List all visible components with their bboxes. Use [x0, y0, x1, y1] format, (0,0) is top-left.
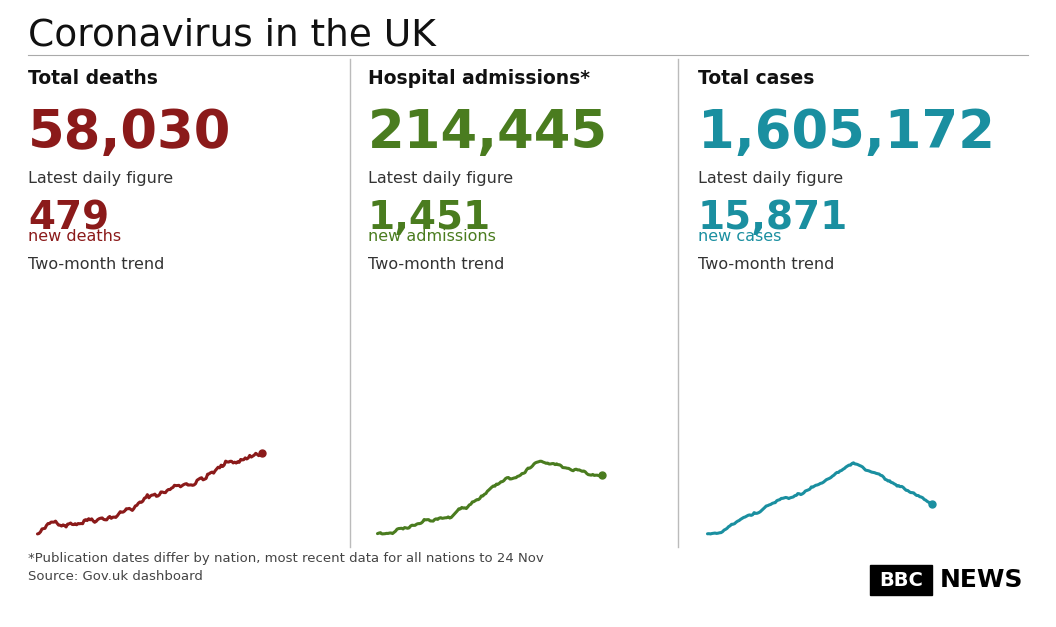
- Text: BBC: BBC: [879, 571, 923, 589]
- Text: Latest daily figure: Latest daily figure: [29, 171, 173, 186]
- Text: 58,030: 58,030: [29, 107, 231, 159]
- Text: Total deaths: Total deaths: [29, 69, 158, 88]
- Text: 1,605,172: 1,605,172: [698, 107, 995, 159]
- Text: new admissions: new admissions: [367, 229, 496, 244]
- Text: Latest daily figure: Latest daily figure: [367, 171, 513, 186]
- Text: Latest daily figure: Latest daily figure: [698, 171, 843, 186]
- Text: 479: 479: [29, 199, 109, 237]
- Text: 15,871: 15,871: [698, 199, 848, 237]
- Text: Two-month trend: Two-month trend: [698, 257, 834, 272]
- Text: 1,451: 1,451: [367, 199, 491, 237]
- Text: new cases: new cases: [698, 229, 781, 244]
- FancyBboxPatch shape: [870, 565, 932, 595]
- Text: Two-month trend: Two-month trend: [367, 257, 505, 272]
- Text: 214,445: 214,445: [367, 107, 608, 159]
- Text: Coronavirus in the UK: Coronavirus in the UK: [29, 17, 436, 53]
- Text: NEWS: NEWS: [940, 568, 1023, 592]
- Text: new deaths: new deaths: [29, 229, 121, 244]
- Text: Source: Gov.uk dashboard: Source: Gov.uk dashboard: [29, 570, 203, 583]
- Text: Hospital admissions*: Hospital admissions*: [367, 69, 590, 88]
- Text: *Publication dates differ by nation, most recent data for all nations to 24 Nov: *Publication dates differ by nation, mos…: [29, 552, 544, 565]
- Text: Total cases: Total cases: [698, 69, 814, 88]
- Text: Two-month trend: Two-month trend: [29, 257, 165, 272]
